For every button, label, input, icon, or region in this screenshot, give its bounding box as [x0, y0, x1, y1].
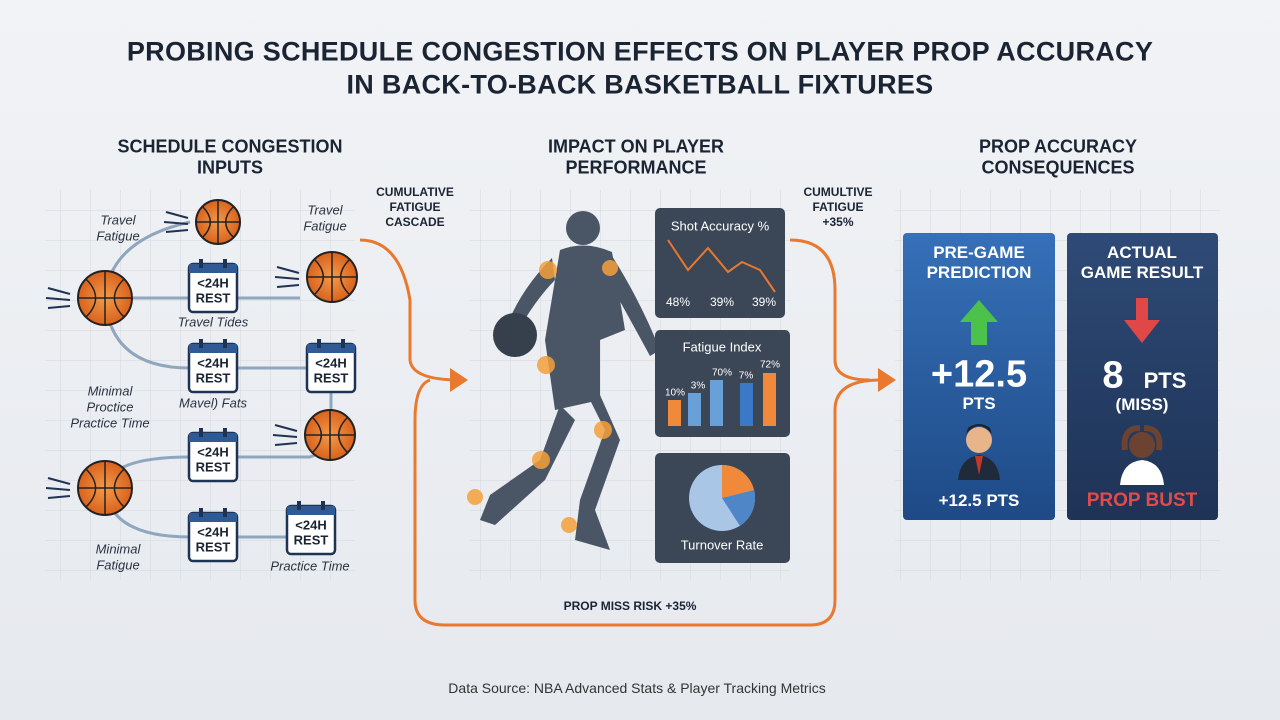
basketball	[163, 199, 241, 245]
player-figure	[467, 211, 660, 550]
panel-value: 3%	[690, 380, 706, 392]
result-cards	[903, 233, 1218, 520]
panel-value: 7%	[738, 370, 754, 382]
rest-label: REST	[195, 459, 231, 475]
card-footer: +12.5 PTS	[938, 491, 1020, 510]
panel-value: 70%	[711, 367, 733, 379]
connector-label: PROP MISS RISK +35%	[563, 599, 697, 613]
panel-value: 48%	[665, 295, 691, 309]
basketball	[274, 251, 358, 303]
connector-label: +35%	[822, 215, 854, 229]
connector-label: CUMULATIVE	[376, 185, 454, 199]
card-unit: PTS	[962, 394, 996, 413]
card-heading: PRE-GAME	[933, 243, 1025, 262]
panel-value: 10%	[664, 387, 686, 399]
connector-label: FATIGUE	[389, 200, 441, 214]
panel-title: Fatigue Index	[682, 339, 762, 355]
card-unit: PTS	[1143, 368, 1187, 393]
calendar-icon	[187, 339, 239, 394]
input-label: Travel	[307, 202, 343, 218]
rest-calendars	[187, 259, 357, 563]
connector-label: CASCADE	[385, 215, 445, 229]
cascade-arrows	[359, 238, 896, 627]
rest-label: <24H	[295, 517, 327, 533]
input-label: Fatigue	[303, 218, 347, 234]
rest-label: <24H	[197, 524, 229, 540]
column-heading: PROP ACCURACY	[978, 136, 1138, 157]
rest-label: REST	[195, 370, 231, 386]
panel-title: Shot Accuracy %	[670, 218, 770, 234]
card-footer: PROP BUST	[1086, 490, 1198, 511]
input-label: Proctice	[86, 399, 134, 415]
rest-label: REST	[293, 532, 329, 548]
rest-label: REST	[313, 370, 349, 386]
basketball	[272, 409, 356, 461]
input-label: Minimal	[95, 541, 141, 557]
basketball	[45, 270, 133, 326]
panel-value: 72%	[759, 359, 781, 371]
rest-label: <24H	[197, 355, 229, 371]
column-heading: CONSEQUENCES	[981, 157, 1135, 178]
card-note: (MISS)	[1115, 395, 1169, 414]
metric-panels	[655, 208, 790, 563]
input-label: Travel	[100, 212, 136, 228]
card-value: 8	[1102, 354, 1124, 397]
calendar-icon	[187, 508, 239, 563]
connector-label: FATIGUE	[812, 200, 864, 214]
basketballs	[45, 199, 358, 516]
calendar-icon	[187, 259, 239, 314]
card-heading: GAME RESULT	[1080, 263, 1204, 282]
input-label: Mavel) Fats	[179, 395, 247, 411]
input-label: Travel Tides	[177, 314, 249, 330]
calendar-icon	[285, 501, 337, 556]
rest-label: <24H	[315, 355, 347, 371]
rest-label: REST	[195, 290, 231, 306]
column-heading: PERFORMANCE	[565, 157, 707, 178]
panel-title: Turnover Rate	[680, 537, 764, 553]
column-heading: IMPACT ON PLAYER	[547, 136, 725, 157]
input-label: Practice Time	[70, 415, 150, 431]
card-heading: ACTUAL	[1107, 243, 1177, 262]
card-value: +12.5	[930, 353, 1028, 396]
input-label: Fatigue	[96, 228, 140, 244]
title: IN BACK-TO-BACK BASKETBALL FIXTURES	[346, 69, 934, 100]
input-label: Minimal	[87, 383, 133, 399]
input-label: Practice Time	[270, 558, 350, 574]
panel-value: 39%	[751, 295, 777, 309]
connector-label: CUMULTIVE	[803, 185, 873, 199]
basketball	[45, 460, 133, 516]
rest-label: <24H	[197, 275, 229, 291]
title: PROBING SCHEDULE CONGESTION EFFECTS ON P…	[126, 36, 1154, 67]
calendar-icon	[305, 339, 357, 394]
rest-label: <24H	[197, 444, 229, 460]
footer: Data Source: NBA Advanced Stats & Player…	[448, 680, 826, 696]
column-heading: INPUTS	[196, 157, 264, 178]
input-label: Fatigue	[96, 557, 140, 573]
card-heading: PREDICTION	[926, 263, 1032, 282]
column-heading: SCHEDULE CONGESTION	[117, 136, 343, 157]
panel-value: 39%	[709, 295, 735, 309]
rest-label: REST	[195, 539, 231, 555]
calendar-icon	[187, 428, 239, 483]
